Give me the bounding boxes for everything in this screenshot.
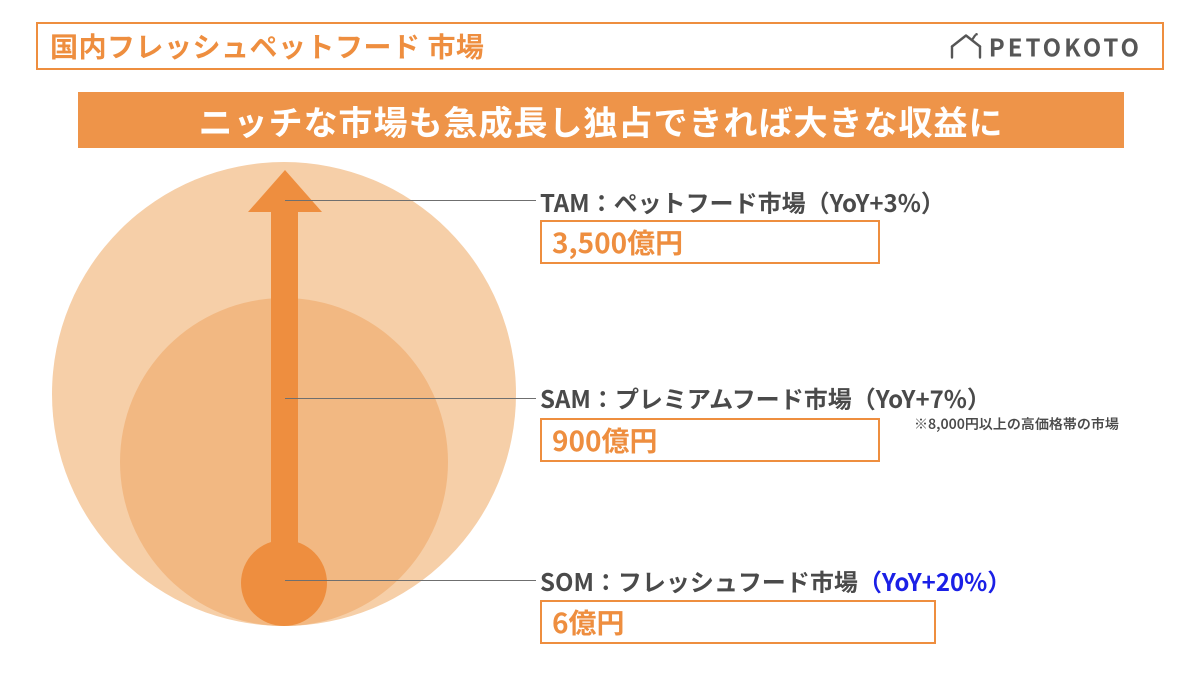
tam-label-prefix: TAM：ペットフード市場	[540, 184, 806, 219]
header-box: 国内フレッシュペットフード 市場 PETOKOTO	[36, 22, 1164, 70]
growth-arrow-head	[248, 170, 322, 212]
house-ear-icon	[949, 32, 983, 60]
page-title: 国内フレッシュペットフード 市場	[50, 26, 484, 66]
sam-label-prefix: SAM：プレミアムフード市場	[540, 380, 852, 415]
tam-value-text: 3,500億円	[552, 222, 683, 262]
connector-som	[285, 580, 536, 581]
som-label-title: SOM：フレッシュフード市場（YoY+20%）	[540, 563, 1011, 598]
som-label-prefix: SOM：フレッシュフード市場	[540, 563, 858, 598]
growth-arrow-shaft	[271, 212, 298, 612]
sam-value-text: 900億円	[552, 420, 658, 460]
som-label-yoy: （YoY+20%）	[858, 563, 1011, 598]
sam-label-title: SAM：プレミアムフード市場（YoY+7%）	[540, 380, 991, 415]
subtitle-text: ニッチな市場も急成長し独占できれば大きな収益に	[199, 96, 1004, 145]
sam-label-note: ※8,000円以上の高価格帯の市場	[914, 414, 1119, 434]
brand-logo-text: PETOKOTO	[989, 29, 1142, 64]
connector-tam	[285, 200, 536, 201]
som-value-text: 6億円	[552, 602, 625, 642]
connector-sam	[285, 398, 536, 399]
sam-label-yoy: （YoY+7%）	[852, 380, 991, 415]
subtitle-banner: ニッチな市場も急成長し独占できれば大きな収益に	[78, 92, 1124, 148]
som-value-box: 6億円	[540, 600, 936, 644]
brand-logo: PETOKOTO	[949, 29, 1142, 64]
sam-value-box: 900億円	[540, 418, 880, 462]
tam-value-box: 3,500億円	[540, 220, 880, 264]
tam-label-yoy: （YoY+3%）	[806, 184, 945, 219]
tam-label-title: TAM：ペットフード市場（YoY+3%）	[540, 184, 945, 219]
